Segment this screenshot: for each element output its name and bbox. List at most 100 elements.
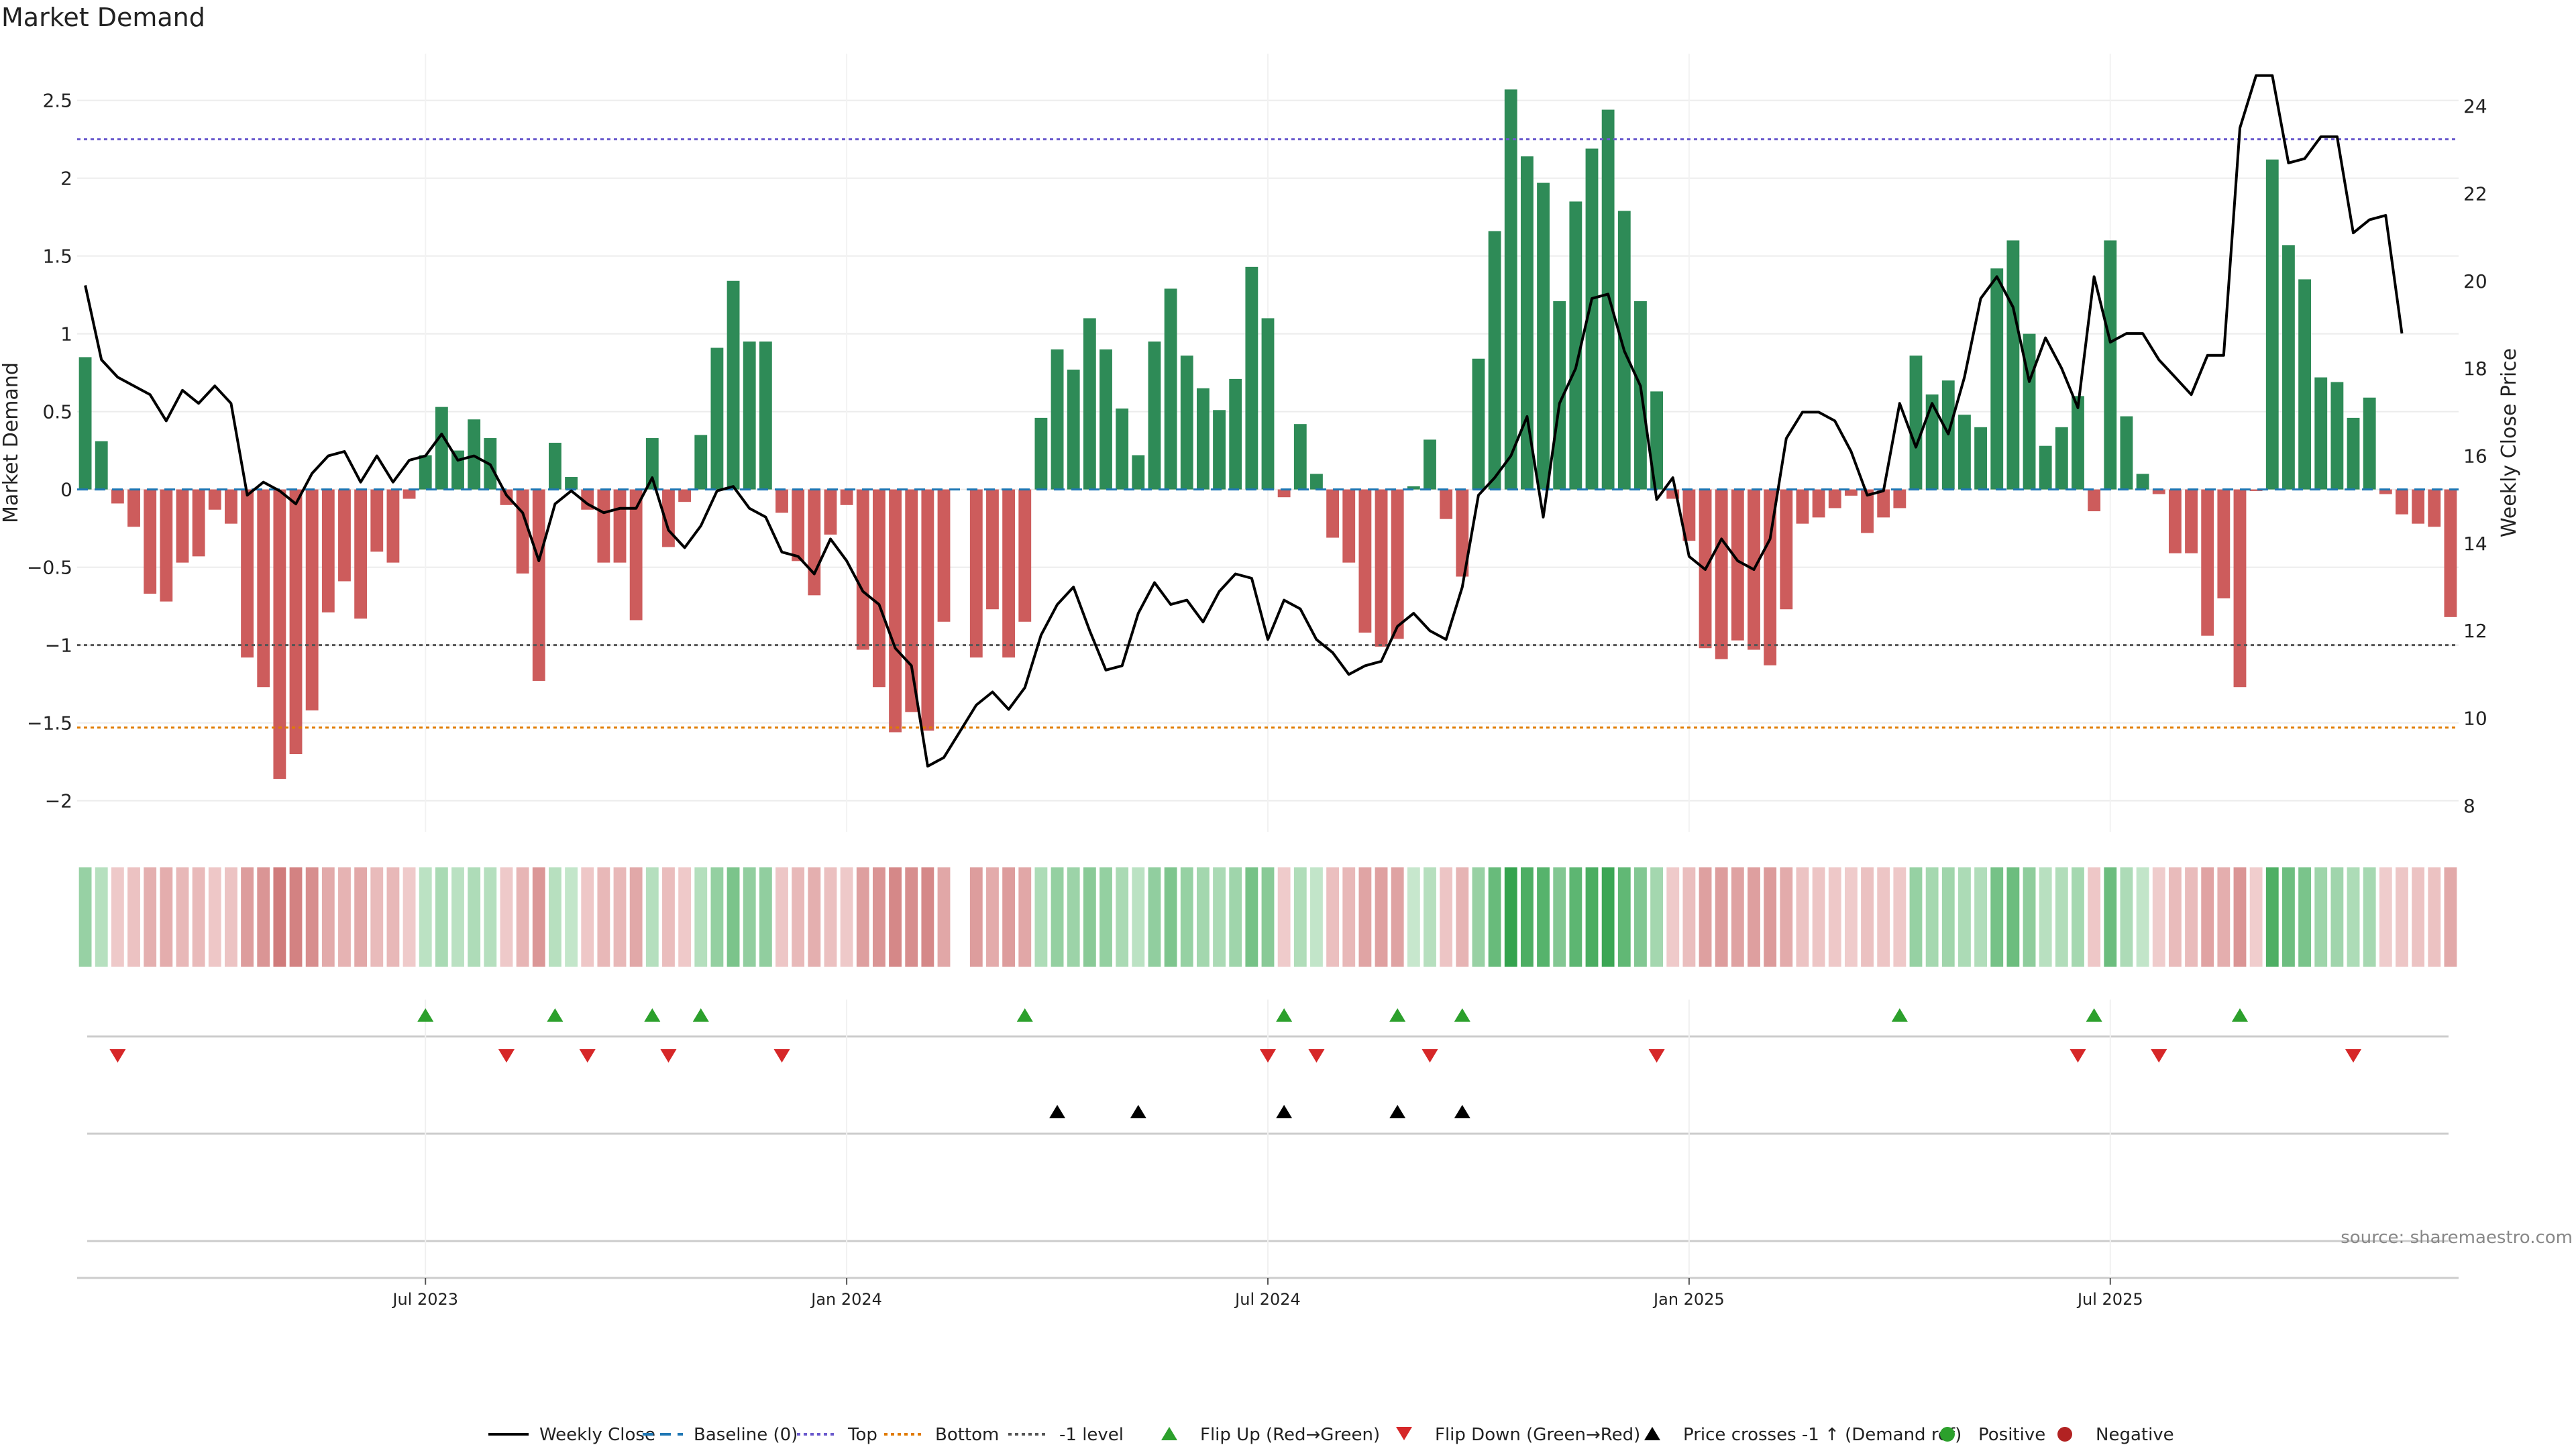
- heat-cell: [1229, 867, 1242, 967]
- heat-cell: [1245, 867, 1258, 967]
- demand-bar: [969, 489, 983, 658]
- flip-down-marker: [579, 1049, 596, 1063]
- flip-up-marker: [417, 1008, 434, 1022]
- demand-bar: [2217, 489, 2231, 598]
- demand-bar: [1715, 489, 1728, 659]
- demand-bar: [2379, 489, 2392, 494]
- demand-bar: [759, 341, 772, 490]
- demand-bar: [1326, 489, 1340, 538]
- demand-bar: [2314, 377, 2328, 490]
- heat-cell: [678, 867, 692, 967]
- legend-label: Price crosses -1 ↑ (Demand ref): [1683, 1425, 1962, 1445]
- y-tick-label: 2: [60, 168, 72, 190]
- y2-tick-label: 12: [2463, 620, 2487, 642]
- source-label: source: sharemaestro.com: [2341, 1228, 2573, 1248]
- heat-cell: [1553, 867, 1566, 967]
- demand-bar: [1245, 266, 1258, 490]
- demand-bar: [1261, 318, 1275, 490]
- legend-item: Baseline (0): [643, 1425, 798, 1445]
- demand-bar: [775, 489, 788, 513]
- price-cross-marker: [1049, 1105, 1066, 1118]
- y2-tick-label: 18: [2463, 358, 2487, 380]
- heat-cell: [1585, 867, 1599, 967]
- demand-bar: [1585, 148, 1599, 490]
- demand-bar: [1537, 182, 1550, 490]
- legend-item: Weekly Close: [488, 1425, 655, 1445]
- legend-item: Positive: [1940, 1425, 2045, 1445]
- legend-label: Positive: [1978, 1425, 2045, 1445]
- demand-bar: [1844, 489, 1858, 496]
- legend-item: -1 level: [1008, 1425, 1124, 1445]
- heat-cell: [1715, 867, 1728, 967]
- demand-bar: [2233, 489, 2247, 688]
- demand-bar: [1002, 489, 1016, 658]
- demand-bar: [678, 489, 692, 502]
- heat-cell: [1310, 867, 1323, 967]
- demand-bar: [1990, 268, 2004, 490]
- flip-up-marker: [2231, 1008, 2248, 1022]
- heat-cell: [1472, 867, 1485, 967]
- demand-bar: [1780, 489, 1793, 610]
- flip-up-marker: [547, 1008, 564, 1022]
- y2-axis-ticks: 24 22 20 18 16 14 12 10 8: [2463, 95, 2487, 817]
- y2-tick-label: 16: [2463, 445, 2487, 468]
- weekly-close-line: [84, 74, 2404, 768]
- heat-cell: [402, 867, 416, 967]
- demand-bar: [1083, 318, 1096, 490]
- demand-bar: [2006, 240, 2020, 490]
- heat-cell: [1456, 867, 1469, 967]
- heat-cell: [2265, 867, 2279, 967]
- x-tick-label: Jan 2025: [1652, 1290, 1725, 1309]
- heat-cell: [1650, 867, 1664, 967]
- heat-cell: [548, 867, 561, 967]
- flip-up-marker: [1389, 1008, 1406, 1022]
- heat-cell: [386, 867, 400, 967]
- demand-bar: [78, 357, 92, 490]
- heat-cell: [321, 867, 335, 967]
- heat-cell: [1958, 867, 1971, 967]
- heat-cell: [986, 867, 999, 967]
- demand-bar: [257, 489, 270, 688]
- legend-label: Negative: [2096, 1425, 2174, 1445]
- demand-bar: [95, 441, 108, 490]
- heat-cell: [1002, 867, 1016, 967]
- heat-cell: [2379, 867, 2392, 967]
- heat-cell: [1941, 867, 1955, 967]
- demand-bar: [208, 489, 221, 510]
- demand-bar: [1569, 201, 1582, 490]
- heat-cell: [613, 867, 627, 967]
- heat-cell: [500, 867, 513, 967]
- demand-bar: [905, 489, 918, 712]
- demand-bar: [435, 407, 448, 490]
- demand-bar: [1731, 489, 1744, 641]
- demand-bar: [1067, 369, 1080, 490]
- demand-bar: [872, 489, 885, 688]
- demand-bar: [2444, 489, 2457, 617]
- demand-bar: [1553, 301, 1566, 490]
- legend-label: Top: [847, 1425, 877, 1445]
- demand-bar: [1229, 378, 1242, 490]
- legend-swatch: [1940, 1427, 1955, 1442]
- legend-label: Flip Down (Green→Red): [1435, 1425, 1640, 1445]
- heat-cell: [1342, 867, 1356, 967]
- demand-bar: [2152, 489, 2165, 494]
- demand-bar: [2265, 159, 2279, 490]
- demand-heat-strip: [78, 867, 2457, 967]
- heat-cell: [1164, 867, 1177, 967]
- demand-bar: [2412, 489, 2425, 524]
- flip-up-marker: [1016, 1008, 1033, 1022]
- demand-bar: [727, 280, 740, 490]
- demand-bar: [1682, 489, 1696, 541]
- demand-bar: [1440, 489, 1453, 519]
- heat-cell: [775, 867, 788, 967]
- heat-cell: [2314, 867, 2328, 967]
- heat-cell: [1877, 867, 1890, 967]
- heat-cell: [2168, 867, 2182, 967]
- heat-cell: [1293, 867, 1307, 967]
- y-tick-label: 1.5: [42, 246, 72, 268]
- heat-cell: [1828, 867, 1841, 967]
- demand-bar: [548, 443, 561, 490]
- y2-axis-label: Weekly Close Price: [2498, 348, 2521, 537]
- demand-bar: [1293, 424, 1307, 490]
- heat-cell: [1213, 867, 1226, 967]
